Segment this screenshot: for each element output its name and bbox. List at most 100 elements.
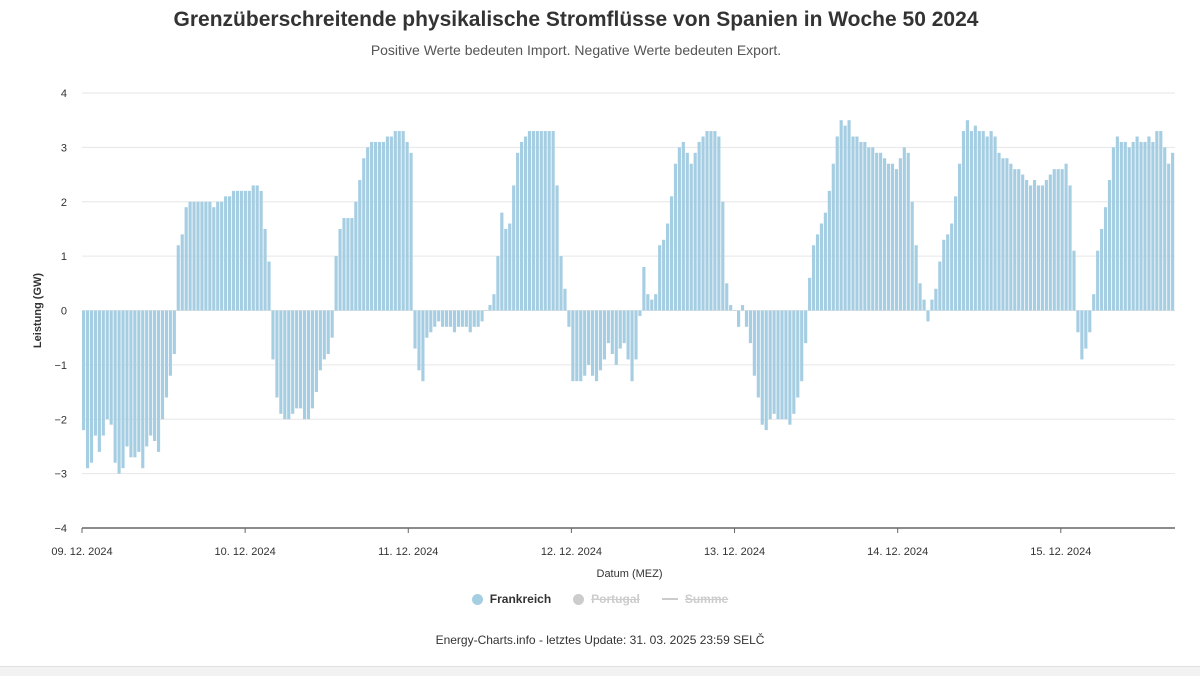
bar	[180, 234, 184, 311]
bar	[926, 310, 930, 322]
bar	[673, 163, 678, 311]
bar	[808, 277, 812, 311]
bar	[318, 310, 322, 371]
x-tick-label: 11. 12. 2024	[378, 546, 438, 558]
bar	[421, 310, 425, 382]
bar	[259, 190, 263, 311]
bar	[500, 212, 504, 311]
bar	[338, 228, 342, 311]
bar	[377, 141, 382, 311]
bar	[914, 245, 918, 311]
bar	[401, 131, 405, 311]
bar	[220, 201, 224, 311]
bar	[93, 310, 97, 436]
legend-item-summe[interactable]: Summe	[661, 592, 728, 606]
bar	[638, 310, 642, 316]
bar	[1044, 180, 1048, 311]
bar	[768, 310, 772, 420]
bar	[681, 141, 685, 311]
bar	[425, 310, 429, 338]
bar	[875, 152, 879, 311]
bar	[918, 283, 922, 311]
bar	[1123, 141, 1127, 311]
bar	[342, 218, 346, 311]
bar	[164, 310, 169, 398]
bar	[650, 299, 654, 311]
bar	[894, 169, 898, 311]
bar	[1064, 163, 1068, 311]
bar	[1159, 131, 1163, 311]
legend-item-frankreich[interactable]: Frankreich	[471, 592, 552, 606]
bar	[389, 136, 393, 311]
bar	[204, 201, 208, 311]
x-axis-title: Datum (MEZ)	[597, 568, 663, 580]
bar	[827, 190, 831, 311]
bar	[326, 310, 330, 354]
legend-item-portugal[interactable]: Portugal	[573, 592, 640, 606]
bar	[665, 223, 670, 311]
bar	[212, 207, 216, 311]
bar	[622, 310, 626, 344]
legend-marker-dot	[573, 593, 585, 605]
bar	[930, 299, 934, 311]
y-tick-label: −2	[54, 414, 67, 426]
bar	[224, 196, 228, 311]
bar	[973, 125, 977, 311]
bar	[243, 190, 247, 311]
bar	[772, 310, 776, 414]
bar	[523, 136, 528, 311]
bar	[815, 234, 820, 311]
x-tick-label: 09. 12. 2024	[51, 546, 112, 558]
y-tick-label: 1	[61, 251, 67, 263]
bar	[448, 310, 453, 327]
bar	[310, 310, 315, 409]
bar	[658, 245, 662, 311]
bar	[760, 310, 764, 425]
bar	[693, 152, 697, 311]
bar	[105, 310, 109, 420]
bar	[942, 239, 946, 311]
bar	[101, 310, 105, 436]
y-tick-label: 4	[61, 88, 67, 100]
y-tick-label: 0	[61, 306, 67, 318]
bar	[476, 310, 480, 327]
bar	[413, 310, 417, 349]
bar	[898, 158, 902, 311]
bar	[1107, 180, 1112, 311]
bar	[156, 310, 161, 452]
bar	[393, 131, 397, 311]
bar	[231, 190, 236, 311]
bar	[480, 310, 484, 322]
bar	[630, 310, 634, 382]
bar	[910, 201, 914, 311]
legend-label: Frankreich	[489, 592, 552, 606]
bar	[299, 310, 303, 409]
bar	[579, 310, 583, 382]
series-frankreich	[82, 120, 1175, 474]
bar	[902, 147, 906, 311]
bar	[697, 141, 701, 311]
bar	[488, 305, 492, 311]
bar	[559, 256, 563, 311]
bar	[531, 131, 535, 311]
bar	[1001, 158, 1005, 311]
bar	[938, 261, 942, 311]
bar	[141, 310, 145, 469]
bar	[216, 201, 220, 311]
chart-subtitle: Positive Werte bedeuten Import. Negative…	[370, 42, 782, 58]
bar	[188, 201, 192, 311]
bar	[82, 310, 86, 431]
bar	[1025, 180, 1029, 311]
bar	[792, 310, 796, 414]
bar	[1032, 180, 1037, 311]
bar	[129, 310, 133, 458]
bar	[800, 310, 804, 382]
bar	[867, 147, 871, 311]
bar	[618, 310, 622, 349]
bar	[575, 310, 579, 382]
bar	[1092, 294, 1096, 311]
bar	[1021, 174, 1025, 311]
bar	[1096, 250, 1100, 311]
bar	[677, 147, 681, 311]
bar	[1080, 310, 1084, 360]
